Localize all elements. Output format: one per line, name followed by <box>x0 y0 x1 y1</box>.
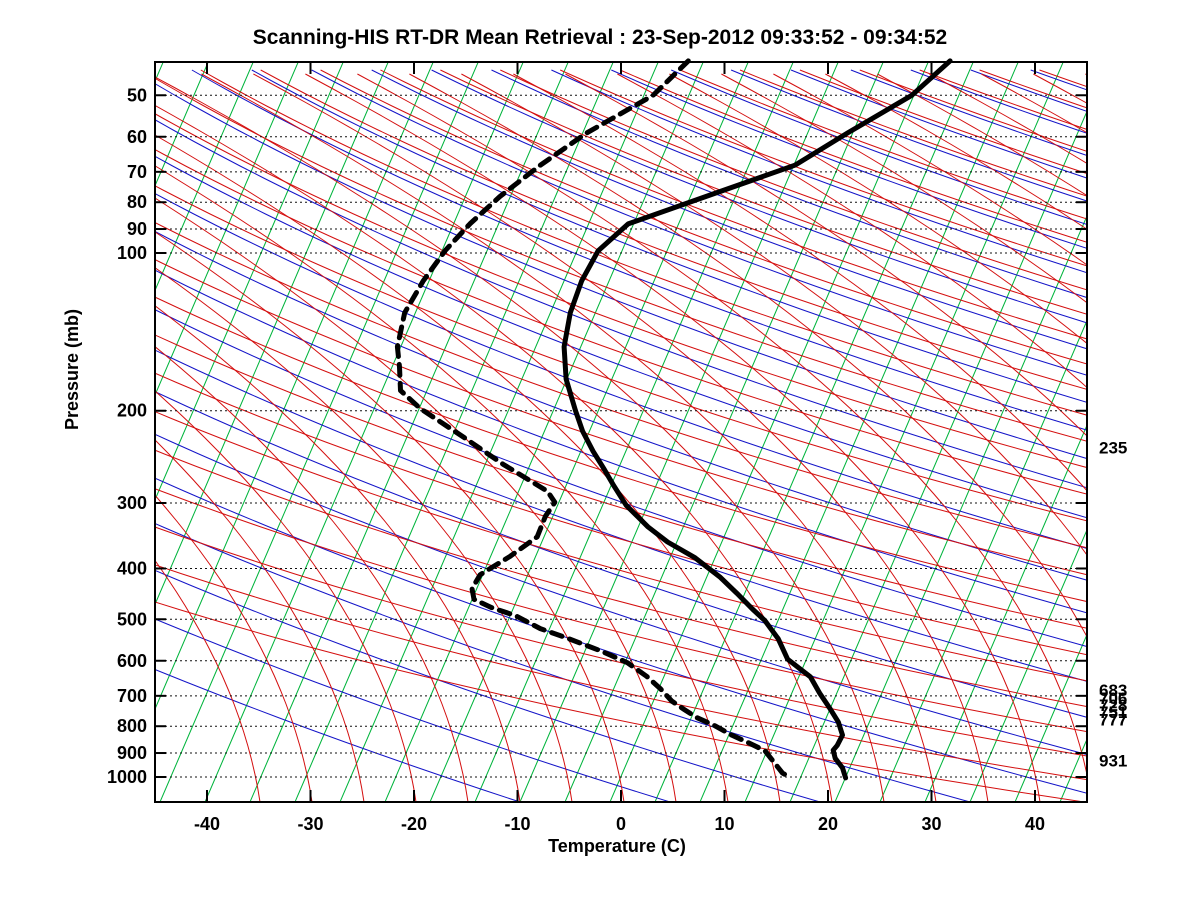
pressure-tick-label: 80 <box>127 192 147 212</box>
pressure-tick-label: 300 <box>117 493 147 513</box>
temperature-profile-line <box>561 58 953 781</box>
right-pressure-label: 728 <box>1099 696 1127 715</box>
temperature-tick-label: 30 <box>921 814 941 834</box>
pressure-tick-label: 600 <box>117 651 147 671</box>
temperature-tick-label: -30 <box>297 814 323 834</box>
dry-adiabat-lines <box>155 69 1087 802</box>
pressure-tick-label: 60 <box>127 127 147 147</box>
pressure-tick-label: 100 <box>117 243 147 263</box>
pressure-tick-label: 1000 <box>107 767 147 787</box>
pressure-tick-label: 90 <box>127 219 147 239</box>
pressure-tick-label: 70 <box>127 162 147 182</box>
pressure-tick-label: 400 <box>117 558 147 578</box>
right-pressure-label: 931 <box>1099 752 1127 771</box>
temperature-tick-label: -40 <box>194 814 220 834</box>
y-axis-label: Pressure (mb) <box>62 308 82 430</box>
pressure-tick-label: 200 <box>117 401 147 421</box>
profiles <box>394 58 953 781</box>
chart-title: Scanning-HIS RT-DR Mean Retrieval : 23-S… <box>252 26 948 49</box>
right-pressure-label: 777 <box>1099 711 1127 730</box>
pressure-tick-label: 900 <box>117 743 147 763</box>
x-axis-label: Temperature (C) <box>548 836 686 856</box>
moist-adiabat-lines <box>155 69 1087 802</box>
dewpoint-profile-line <box>394 58 793 780</box>
temperature-tick-label: -10 <box>504 814 530 834</box>
plot-border <box>154 61 1088 803</box>
temperature-tick-label: 40 <box>1025 814 1045 834</box>
pressure-tick-label: 700 <box>117 686 147 706</box>
right-pressure-label: 235 <box>1099 438 1127 457</box>
temperature-tick-label: 20 <box>818 814 838 834</box>
temperature-tick-label: 0 <box>616 814 626 834</box>
pressure-tick-label: 50 <box>127 85 147 105</box>
pressure-tick-label: 500 <box>117 609 147 629</box>
temperature-tick-label: 10 <box>714 814 734 834</box>
right-pressure-label: 751 <box>1099 703 1127 722</box>
line-families <box>155 62 1087 802</box>
right-pressure-label: 706 <box>1099 689 1127 708</box>
pressure-tick-label: 800 <box>117 716 147 736</box>
temperature-ticks: -40 -30 -20 -10 0 10 20 30 40 <box>194 62 1045 834</box>
temperature-tick-label: -20 <box>401 814 427 834</box>
right-pressure-label: 683 <box>1099 681 1127 700</box>
